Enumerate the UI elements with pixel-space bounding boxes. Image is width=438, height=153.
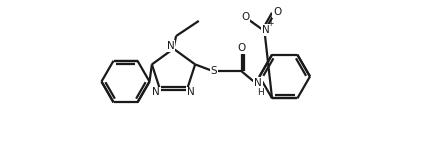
Text: N: N (254, 78, 262, 88)
Text: N: N (187, 87, 194, 97)
Text: O: O (241, 12, 250, 22)
Text: O: O (273, 7, 281, 17)
Text: N: N (152, 87, 160, 97)
Text: S: S (211, 66, 217, 76)
Text: H: H (257, 88, 264, 97)
Text: N: N (262, 25, 270, 35)
Text: O: O (238, 43, 246, 53)
Text: +: + (268, 19, 274, 28)
Text: −: − (245, 17, 254, 27)
Text: N: N (166, 41, 174, 51)
